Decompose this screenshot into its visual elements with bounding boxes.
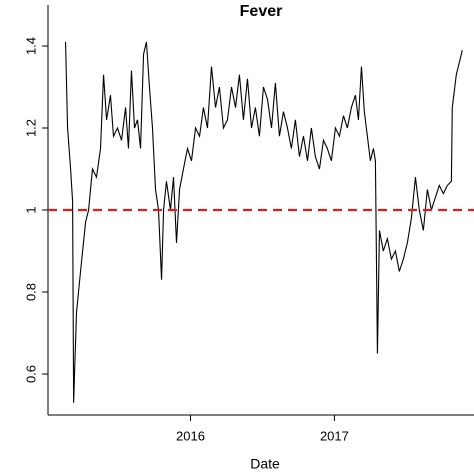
x-tick-label: 2017: [320, 428, 349, 443]
y-tick-label: 0.8: [23, 283, 38, 301]
y-tick-label: 0.6: [23, 365, 38, 383]
x-tick-label: 2016: [176, 428, 205, 443]
data-line: [65, 41, 463, 403]
chart-title: Fever: [240, 3, 283, 20]
y-tick-label: 1.4: [23, 37, 38, 55]
x-axis-label: Date: [250, 456, 280, 472]
y-tick-label: 1.2: [23, 119, 38, 137]
y-tick-label: 1: [23, 206, 38, 213]
